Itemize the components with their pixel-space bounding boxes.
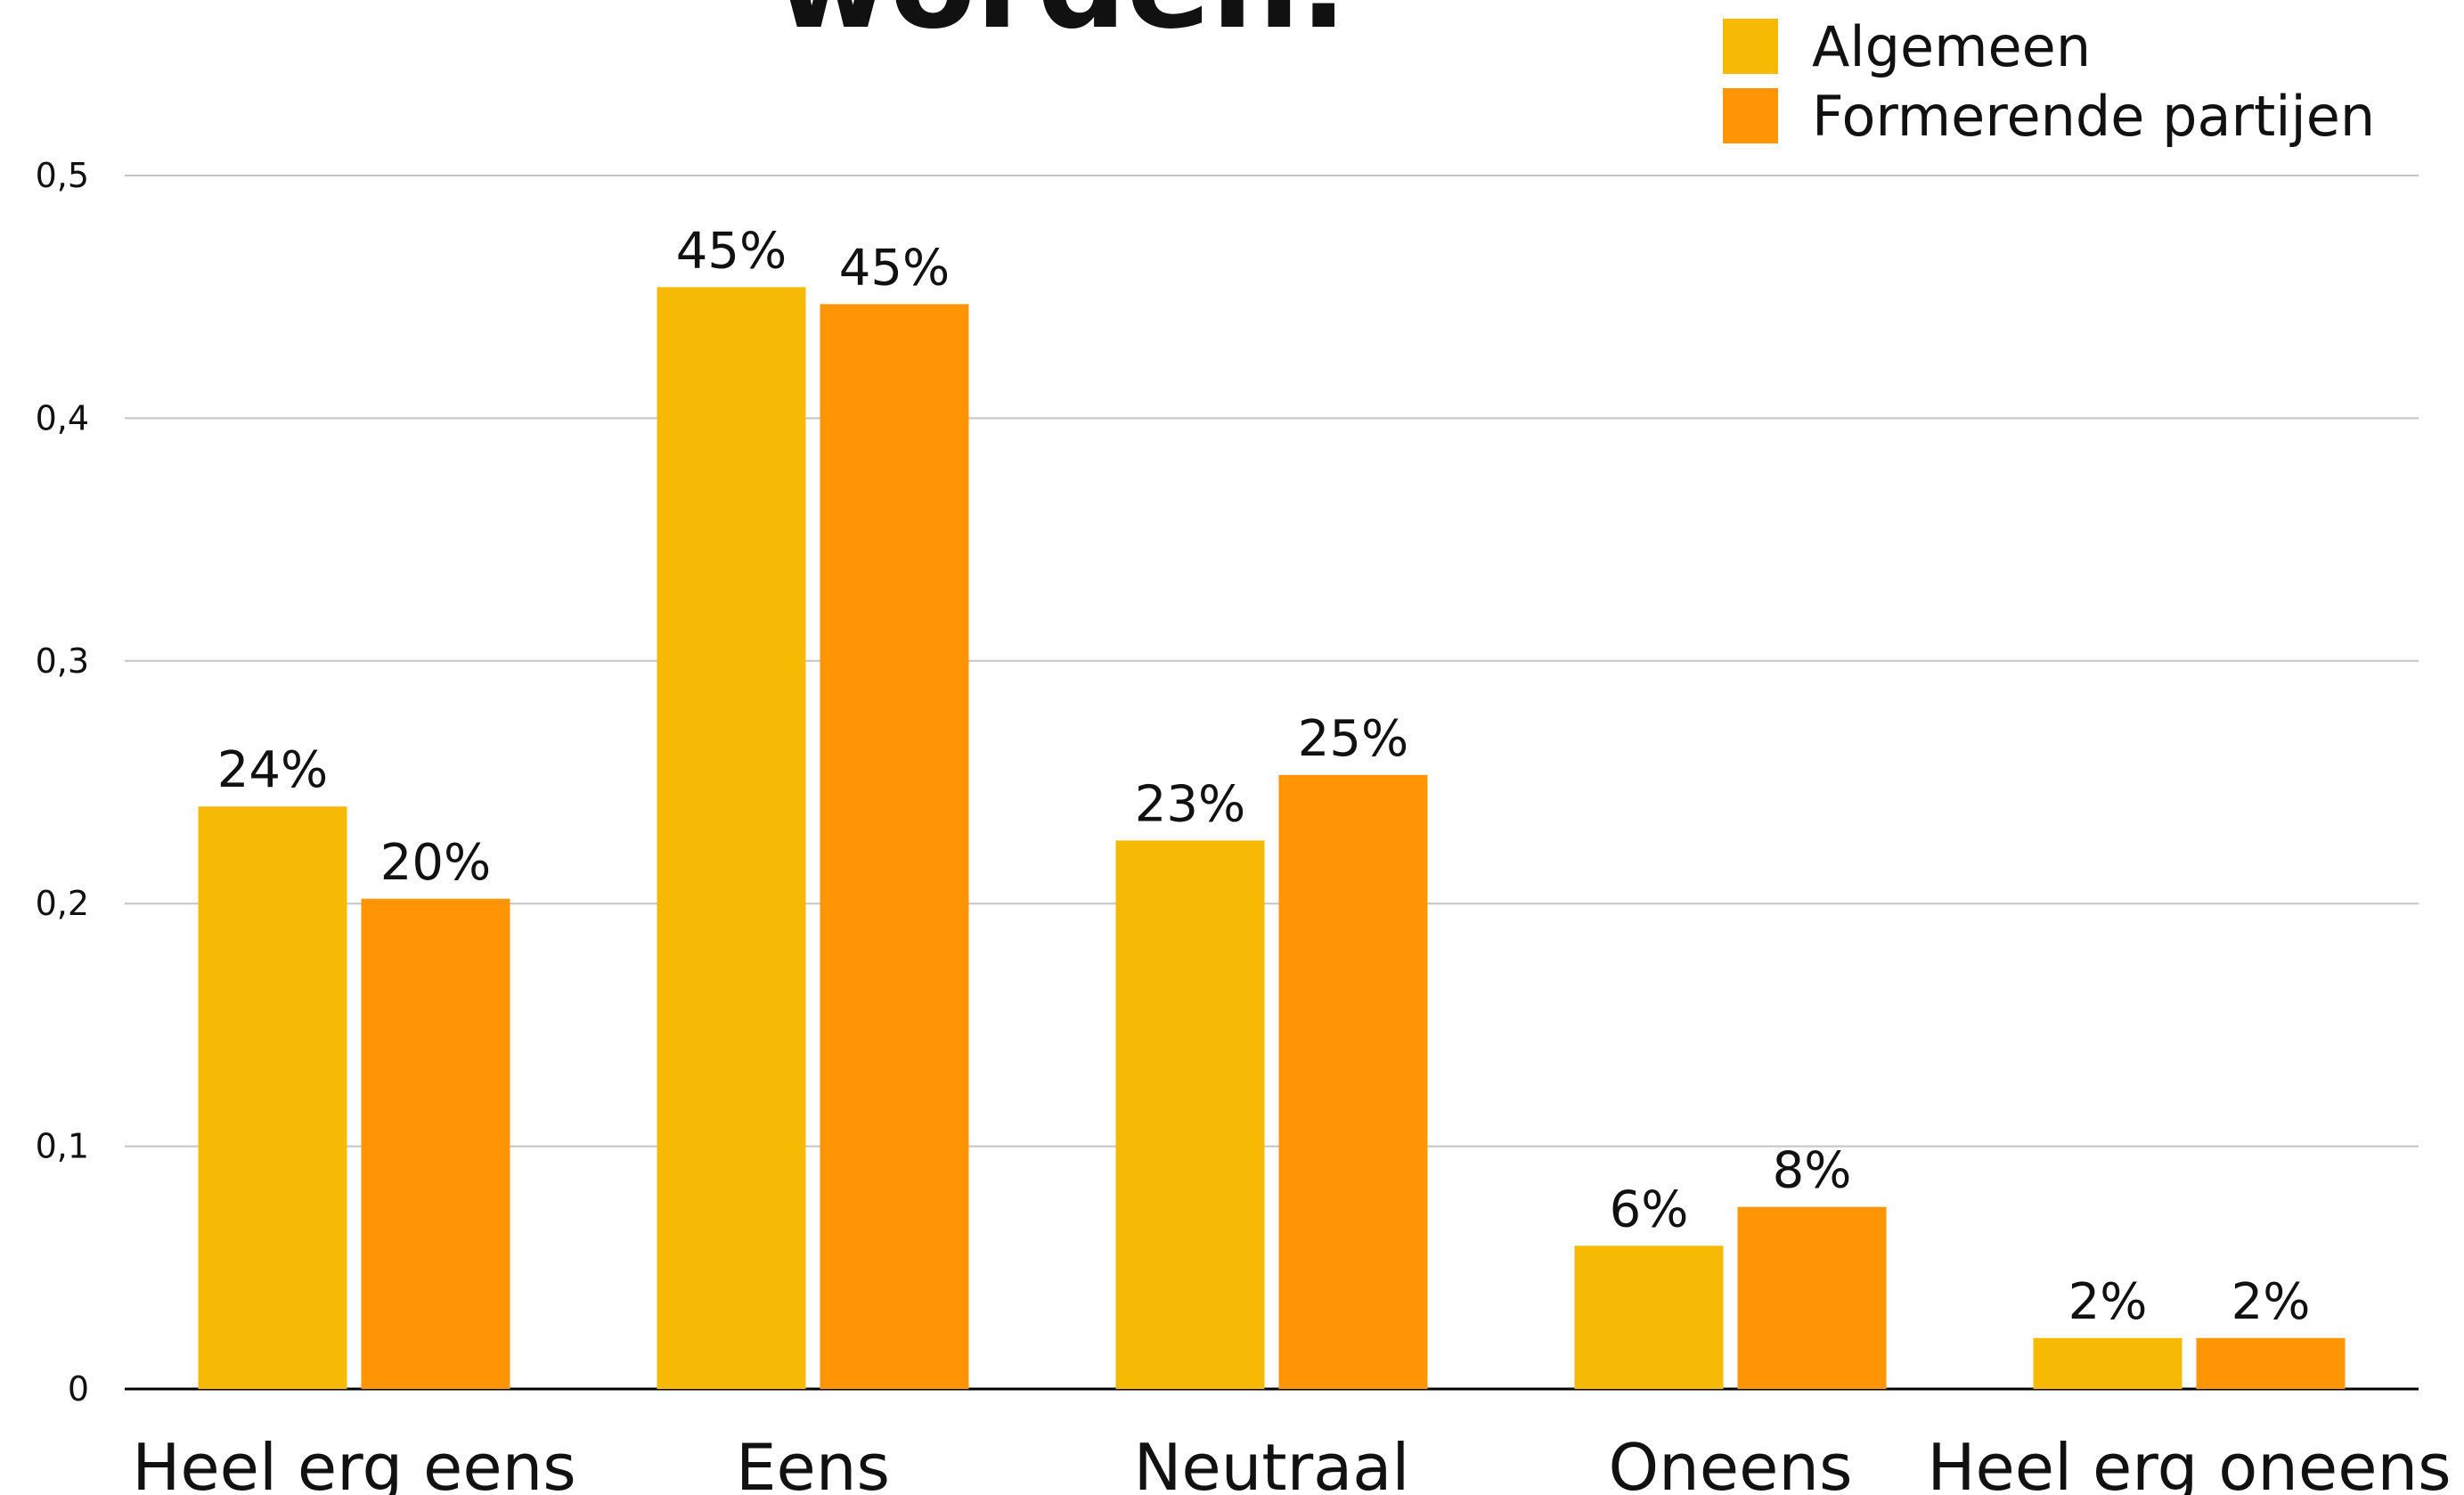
value-label: 45% bbox=[676, 222, 787, 280]
legend-label: Formerende partijen bbox=[1812, 84, 2375, 149]
bar bbox=[1574, 1246, 1724, 1389]
bar bbox=[1278, 774, 1428, 1389]
value-label: 25% bbox=[1298, 710, 1408, 768]
y-tick-label: 0,4 bbox=[36, 398, 89, 437]
x-tick-label: Oneens bbox=[1608, 1430, 1852, 1495]
legend-swatch bbox=[1723, 88, 1778, 143]
bar bbox=[1115, 840, 1265, 1389]
value-label: 2% bbox=[2231, 1273, 2311, 1331]
value-label: 45% bbox=[839, 239, 950, 297]
value-label: 23% bbox=[1135, 775, 1245, 833]
x-tick-label: Heel erg eens bbox=[132, 1430, 576, 1495]
bar bbox=[2196, 1337, 2346, 1389]
y-tick-label: 0,5 bbox=[36, 156, 89, 195]
legend-label: Algemeen bbox=[1812, 14, 2091, 79]
bar bbox=[657, 287, 806, 1390]
bar bbox=[1737, 1206, 1887, 1389]
value-label: 6% bbox=[1610, 1180, 1689, 1238]
value-label: 2% bbox=[2068, 1273, 2148, 1331]
x-tick-label: Neutraal bbox=[1134, 1430, 1410, 1495]
chart-title: worden. bbox=[775, 0, 1348, 57]
bar bbox=[198, 806, 347, 1389]
value-label: 20% bbox=[380, 834, 491, 892]
y-tick-label: 0,1 bbox=[36, 1127, 89, 1166]
x-tick-label: Eens bbox=[736, 1430, 890, 1495]
bar bbox=[2033, 1337, 2183, 1389]
x-tick-label: Heel erg oneens bbox=[1927, 1430, 2451, 1495]
y-tick-label: 0,3 bbox=[36, 641, 89, 681]
y-tick-label: 0,2 bbox=[36, 884, 89, 923]
bar bbox=[820, 304, 969, 1389]
legend-swatch bbox=[1723, 19, 1778, 74]
value-label: 8% bbox=[1773, 1142, 1852, 1200]
value-label: 24% bbox=[217, 741, 328, 799]
y-tick-label: 0 bbox=[68, 1369, 89, 1409]
bar bbox=[361, 898, 510, 1389]
